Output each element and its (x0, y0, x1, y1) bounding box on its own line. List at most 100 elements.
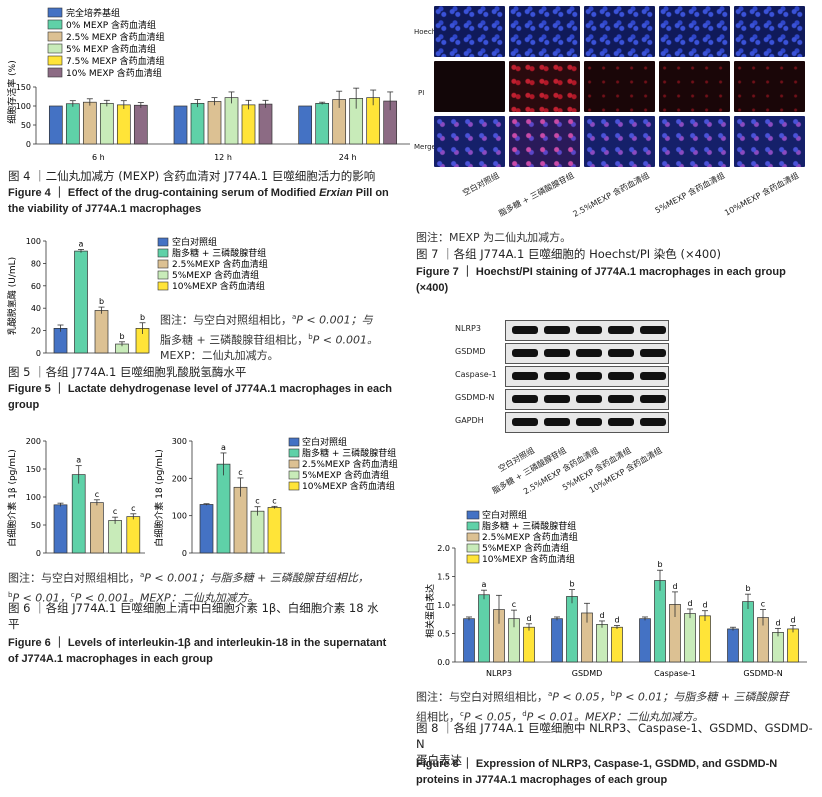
fig4-chart: 完全培养基组 0% MEXP 含药血清组 2.5% MEXP 含药血清组 5% … (6, 7, 410, 162)
fig8-3-1-bar (742, 601, 754, 663)
fig4-ytick-label-0: 0 (26, 140, 31, 149)
fig5-y-axis-label: 乳酸脱氢酶 (U/mL) (6, 257, 18, 335)
fig6-note-sup-b: b (8, 590, 13, 599)
fig5-ytick-label-4: 80 (31, 259, 41, 268)
fig8-blot-band (512, 418, 538, 426)
fig6-legend: 空白对照组 脂多糖 + 三磷酸腺苷组 2.5%MEXP 含药血清组 5%MEXP… (288, 436, 398, 492)
fig6b-3-bar (250, 510, 265, 554)
fig6b-ytick-label-2: 200 (172, 474, 187, 483)
fig8-2-4-bar (699, 615, 711, 663)
fig7-micrograph-pi-3 (584, 61, 655, 112)
fig6-legend-swatch-2 (288, 459, 300, 469)
fig8-blot-row-1: NLRP3 (455, 320, 670, 341)
fig7-micrograph-hoechst-2 (509, 6, 580, 57)
fig6a-plot-area: 0 50 100 150 200 a c c c (26, 437, 145, 558)
fig6-note-sup-a: a (140, 571, 145, 579)
fig7-micrograph-hoechst-5 (734, 6, 805, 57)
fig6a-4-bar (126, 516, 141, 554)
fig8-blot-band (576, 372, 602, 380)
fig6b-0-bar (199, 504, 214, 554)
fig5-legend-label-2: 2.5%MEXP 含药血清组 (172, 258, 268, 270)
fig7-column-label-5: 10%MEXP 含药血清组 (723, 170, 801, 218)
fig8-caption-en-1: Figure 8 ｜ Expression of NLRP3, Caspase-… (416, 758, 778, 770)
fig8-blot-strip-1 (505, 320, 669, 341)
fig6-legend-label-0: 空白对照组 (302, 436, 347, 448)
fig8-note-sup-d: d (522, 709, 527, 718)
fig8-ytick-label-2: 1.0 (437, 601, 450, 610)
fig6a-1-sig-label: a (76, 456, 81, 465)
fig8-1-4-bar (611, 626, 623, 663)
fig5-legend-label-1: 脂多糖 + 三磷酸腺苷组 (172, 247, 266, 259)
fig5-legend-swatch-3 (157, 270, 169, 280)
fig7-row-label-merge: Merge (414, 143, 436, 151)
fig8-blot-row-3: Caspase-1 (455, 366, 670, 387)
fig5-4-sig-label: b (140, 313, 145, 322)
fig4-1-5-bar (258, 103, 273, 145)
fig8-0-4-bar (523, 626, 535, 663)
fig8-1-1-sig-label: b (569, 580, 574, 589)
fig6a-ytick-label-1: 50 (31, 521, 41, 530)
fig8-xtick-label-0: NLRP3 (486, 669, 512, 678)
fig6a-4-sig-label: c (131, 504, 135, 513)
fig4-ytick-label-3: 150 (16, 83, 31, 92)
fig6b-ytick-label-3: 300 (172, 437, 187, 446)
fig8-3-0-bar (727, 628, 739, 663)
fig6-legend-swatch-3 (288, 470, 300, 480)
fig8-blot-row-4: GSDMD-N (455, 389, 670, 410)
fig5-legend-swatch-1 (157, 248, 169, 258)
fig8-chart: 空白对照组 脂多糖 + 三磷酸腺苷组 2.5%MEXP 含药血清组 5%MEXP… (424, 509, 807, 678)
fig5-chart: 乳酸脱氢酶 (U/mL) 0 20 40 60 80 100 a b b b 空白对照组 脂多糖 … (6, 236, 268, 358)
fig8-blot-band (512, 372, 538, 380)
fig5-legend-label-0: 空白对照组 (172, 236, 217, 248)
fig8-blot-band (608, 372, 634, 380)
fig4-caption-en-italic: Erxian (319, 187, 353, 199)
fig4-0-1-bar (65, 103, 80, 145)
fig5-legend-swatch-4 (157, 281, 169, 291)
fig4-legend-label-5: 10% MEXP 含药血清组 (66, 67, 162, 79)
fig8-note-sup-c: c (460, 709, 464, 718)
fig5-ytick-label-3: 60 (31, 282, 41, 291)
fig8-blot-label-4: GSDMD-N (455, 393, 495, 402)
fig6a-ytick-label-4: 200 (26, 437, 41, 446)
fig7-note: 图注：MEXP 为二仙丸加减方。 (416, 231, 572, 244)
fig8-1-4-sig-label: d (614, 616, 619, 625)
fig5-ytick-label-5: 100 (26, 237, 41, 246)
fig4-caption-en-part1: Figure 4 ｜ Effect of the drug-containing… (8, 187, 320, 199)
fig8-plot-area: 0.0 0.5 1.0 1.5 2.0 a c d NLRP3 b d d GSDMD b d d d Caspa… (437, 544, 807, 678)
fig7-column-label-3: 2.5%MEXP 含药血清组 (571, 170, 651, 219)
fig5-note-2b: P < 0.001。 (312, 333, 379, 347)
fig8-caption-cn: 图 8 ｜各组 J774A.1 巨噬细胞中 NLRP3、Caspase-1、GS… (416, 720, 816, 768)
fig8-blot-label-2: GSDMD (455, 347, 486, 356)
fig5-caption-cn: 图 5 ｜各组 J774A.1 巨噬细胞乳酸脱氢酶水平 (8, 365, 247, 379)
fig8-3-3-bar (772, 632, 784, 663)
fig8-ytick-label-3: 1.5 (437, 573, 450, 582)
fig4-ytick-label-2: 100 (16, 102, 31, 111)
fig6b-ytick-label-1: 100 (172, 512, 187, 521)
fig8-xtick-label-2: Caspase-1 (654, 669, 696, 678)
fig8-blot-band (544, 349, 570, 357)
fig6-chart: 白细胞介素 1β (pg/mL) 0 50 100 150 200 a c c c 白细胞介素 … (6, 436, 398, 558)
fig7-micrograph-merge-5 (734, 116, 805, 167)
fig4-legend: 完全培养基组 0% MEXP 含药血清组 2.5% MEXP 含药血清组 5% … (47, 7, 165, 79)
fig7-micrograph-pi-4 (659, 61, 730, 112)
fig8-blot-row-2: GSDMD (455, 343, 670, 364)
fig6-note: 图注：与空白对照组相比，aP < 0.001；与脂多糖 + 三磷酸腺苷组相比， … (8, 567, 413, 606)
fig6-note-1a: 图注：与空白对照组相比， (8, 571, 140, 585)
fig6a-y-axis-label: 白细胞介素 1β (pg/mL) (6, 449, 18, 546)
fig8-blot-band (640, 395, 666, 403)
fig8-1-0-bar (551, 618, 563, 663)
fig7-column-label-2: 脂多糖 + 三磷酸腺苷组 (497, 170, 576, 219)
fig8-note-1b: P < 0.05， (552, 690, 611, 704)
fig4-legend-label-1: 0% MEXP 含药血清组 (66, 19, 156, 31)
fig8-xtick-label-3: GSDMD-N (743, 669, 782, 678)
fig8-blot-band (576, 326, 602, 334)
fig4-caption-en-part3: the viability of J774A.1 macrophages (8, 203, 202, 215)
fig8-blot-strip-4 (505, 389, 669, 410)
fig8-blot-row-5: GAPDH (455, 412, 670, 433)
fig4-0-2-bar (82, 101, 97, 145)
fig8-ytick-label-0: 0.0 (437, 658, 450, 667)
fig8-note: 图注：与空白对照组相比，aP < 0.05，bP < 0.01；与脂多糖 + 三… (416, 686, 816, 725)
fig4-xtick-label-2: 24 h (339, 153, 357, 162)
fig7-caption-en-2: (×400) (416, 282, 449, 294)
fig5-2-bar (94, 310, 109, 354)
